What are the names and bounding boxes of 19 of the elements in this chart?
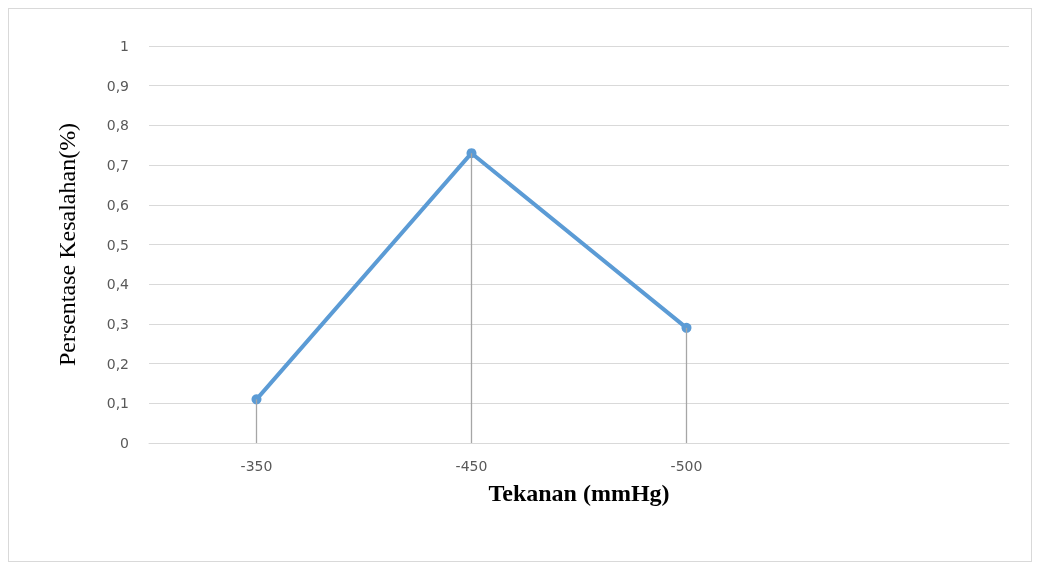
point — [681, 322, 692, 333]
x-axis-title: Tekanan (mmHg) — [488, 480, 670, 506]
y-tick-label: 0,7 — [106, 157, 129, 174]
y-tick-label: 0,3 — [106, 315, 129, 332]
y-tick-label: 0,1 — [106, 395, 129, 412]
y-tick-label: 0,8 — [106, 117, 129, 134]
x-tick-label: -500 — [670, 458, 703, 474]
y-tick-label: 1 — [120, 38, 129, 54]
y-axis-title: Persentase Kesalahan(%) — [54, 122, 80, 367]
y-tick-label: 0 — [120, 435, 129, 451]
y-tick-label: 0,6 — [106, 196, 130, 213]
point — [251, 394, 262, 405]
point — [466, 148, 477, 159]
y-tick-label: 0,4 — [106, 276, 130, 293]
x-tick-label: -450 — [455, 458, 488, 474]
y-tick-label: 0,9 — [106, 77, 129, 94]
x-tick-label: -350 — [240, 458, 273, 474]
y-tick-label: 0,2 — [106, 355, 129, 372]
y-tick-label: 0,5 — [106, 236, 129, 253]
